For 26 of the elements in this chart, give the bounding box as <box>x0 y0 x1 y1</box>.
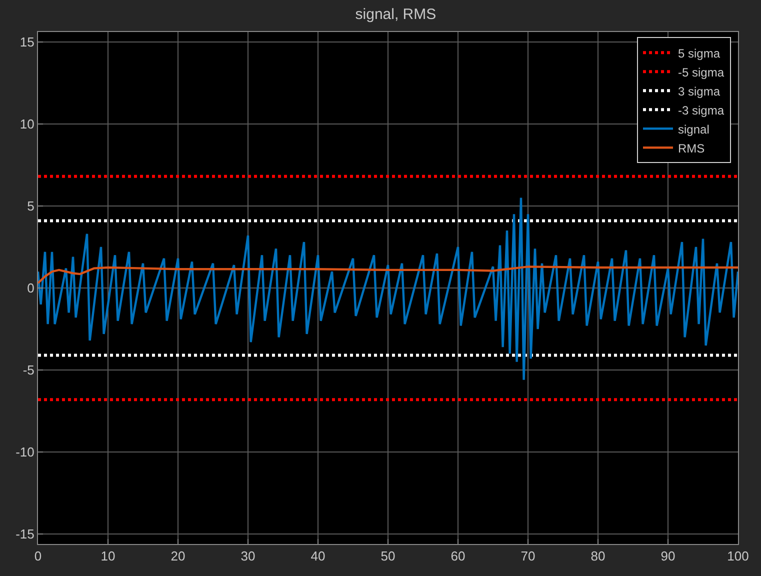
legend-label: -5 sigma <box>678 65 724 80</box>
legend-label: -3 sigma <box>678 103 724 118</box>
x-tick-label: 80 <box>590 548 606 564</box>
legend-label: 3 sigma <box>678 84 720 98</box>
x-tick-label: 10 <box>100 548 116 564</box>
line-series <box>38 266 738 284</box>
x-tick-label: 70 <box>520 548 536 564</box>
chart-title: signal, RMS <box>355 6 436 24</box>
x-tick-label: 30 <box>240 548 256 564</box>
x-tick-label: 20 <box>170 548 186 564</box>
y-tick-label: -15 <box>16 526 34 542</box>
legend-label: signal <box>678 122 710 136</box>
y-tick-label: -5 <box>22 362 34 378</box>
y-tick-label: 10 <box>20 116 34 132</box>
line-series <box>38 196 738 381</box>
x-tick-label: 100 <box>727 548 749 564</box>
x-tick-label: 90 <box>660 548 676 564</box>
legend-label: RMS <box>678 141 705 156</box>
x-tick-label: 40 <box>310 548 326 564</box>
x-tick-label: 50 <box>380 548 396 564</box>
legend-label: 5 sigma <box>678 46 720 60</box>
y-tick-label: 5 <box>27 198 34 214</box>
y-tick-label: 0 <box>27 280 34 296</box>
x-tick-label: 60 <box>450 548 466 564</box>
y-tick-label: -10 <box>16 444 34 460</box>
y-tick-label: 15 <box>20 34 34 50</box>
